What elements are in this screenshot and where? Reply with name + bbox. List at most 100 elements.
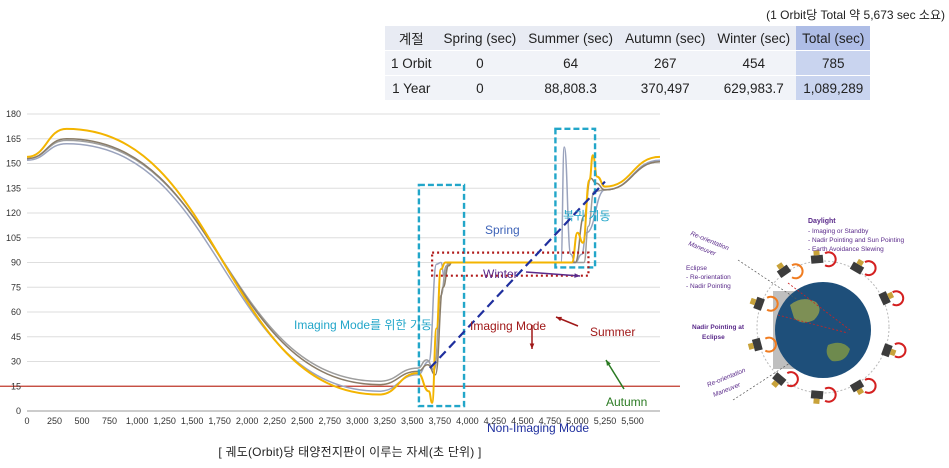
y-tick-label: 180 [6, 109, 21, 119]
x-tick-label: 2,000 [236, 416, 259, 426]
satellite-icon [751, 337, 763, 352]
table-cell: 454 [711, 50, 797, 76]
y-tick-label: 165 [6, 134, 21, 144]
y-tick-label: 135 [6, 183, 21, 193]
daylight-item: - Nadir Pointing and Sun Pointing [808, 237, 905, 244]
solar-panel-icon [889, 348, 897, 357]
solar-panel-icon [886, 291, 895, 300]
earth-icon [775, 282, 871, 378]
winter-arrow-head [574, 273, 580, 278]
x-tick-label: 3,000 [346, 416, 369, 426]
autumn-arrow [605, 359, 625, 390]
x-tick-label: 4,000 [456, 416, 479, 426]
annotation-spring: Spring [485, 223, 520, 237]
orbit-path [756, 260, 890, 394]
satellite-icon [810, 390, 824, 400]
table-row: 1 Year 0 88,808.3 370,497 629,983.7 1,08… [385, 75, 871, 101]
leader-line [732, 362, 791, 401]
solar-panel-icon [856, 258, 865, 267]
series-line [26, 138, 661, 386]
solar-panel-icon [813, 398, 820, 404]
nadir-eclipse-label: Eclipse [702, 334, 725, 341]
table-header-cell: Autumn (sec) [619, 26, 712, 51]
annotation-non-imaging-mode: Non-Imaging Mode [487, 421, 589, 435]
solar-panel-icon [776, 262, 785, 270]
nadir-eclipse-label: Nadir Pointing at [692, 324, 745, 331]
solar-panel-icon [856, 387, 865, 396]
x-tick-label: 4,500 [511, 416, 534, 426]
autumn-arrow-head [606, 360, 611, 366]
solar-panel-icon [747, 342, 755, 350]
x-tick-label: 5,000 [566, 416, 589, 426]
y-tick-label: 105 [6, 233, 21, 243]
orbit-total-note: (1 Orbit당 Total 약 5,673 sec 소요) [766, 8, 945, 22]
table-cell: 629,983.7 [711, 75, 797, 101]
table-header-cell: Summer (sec) [522, 26, 620, 51]
eclipse-item: - Re-orientation [686, 274, 731, 281]
continent-shape [826, 342, 850, 362]
rotation-arrow-icon [894, 342, 907, 359]
solar-panel-icon [749, 297, 757, 306]
attitude-line-chart: 0 15 30 45 60 75 90 105 120 135 150 165 180 0 250 500 75… [0, 109, 680, 435]
leader-line [737, 259, 799, 301]
x-tick-label: 750 [102, 416, 117, 426]
y-tick-label: 30 [11, 357, 21, 367]
x-tick-label: 3,750 [429, 416, 452, 426]
continent-shape [790, 299, 820, 323]
table-cell: 267 [619, 50, 712, 76]
eclipse-item: - Nadir Pointing [686, 283, 731, 290]
grid-layer [27, 113, 660, 412]
x-tick-label: 1,500 [181, 416, 204, 426]
rotation-arrow-icon [864, 377, 877, 394]
orbit-mode-diagram: Daylight - Imaging or Standby - Nadir Po… [686, 218, 907, 404]
series-layer [26, 127, 661, 404]
y-tick-label: 45 [11, 332, 21, 342]
rotation-arrow-icon [786, 371, 799, 388]
annotation-return-maneuver: 복귀 기동 [563, 209, 611, 223]
rotation-arrow-icon [824, 251, 837, 268]
satellite-icon [810, 254, 824, 264]
series-line [26, 127, 661, 404]
season-summary-table: 계절 Spring (sec) Summer (sec) Autumn (sec… [385, 26, 871, 101]
y-tick-label: 90 [11, 258, 21, 268]
summer-arrow-head [556, 316, 562, 322]
annotation-imaging-mode: Imaging Mode [470, 319, 546, 333]
sun-vector-line [787, 282, 851, 331]
solar-panel-icon [771, 380, 780, 388]
table-header-row: 계절 Spring (sec) Summer (sec) Autumn (sec… [385, 26, 871, 51]
table-cell: 0 [437, 50, 523, 76]
x-tick-label: 3,250 [374, 416, 397, 426]
table-header-cell: 계절 [385, 26, 438, 51]
solar-panel-icon [813, 250, 820, 256]
y-tick-label: 60 [11, 307, 21, 317]
table-cell: 0 [437, 75, 523, 101]
x-tick-label: 1,000 [126, 416, 149, 426]
return-maneuver-box [554, 127, 597, 269]
x-tick-label: 3,500 [401, 416, 424, 426]
x-tick-label: 4,250 [484, 416, 507, 426]
x-tick-label: 1,750 [208, 416, 231, 426]
table-header-cell: Winter (sec) [711, 26, 797, 51]
satellite-icon [849, 379, 865, 393]
satellite-icon [776, 264, 792, 279]
satellite-icon [772, 372, 787, 387]
satellite-icon [881, 343, 893, 358]
annotation-layer: Spring 복귀 기동 Winter Summer Autumn Imaging Mod… [294, 127, 647, 435]
y-tick-label: 15 [11, 381, 21, 391]
table-cell: 1,089,289 [796, 75, 871, 101]
satellite-group [747, 250, 907, 404]
table-row: 1 Orbit 0 64 267 454 785 [385, 50, 871, 76]
annotation-autumn: Autumn [606, 395, 647, 409]
sun-vector-line [777, 314, 849, 334]
rotation-arrow-icon [766, 295, 779, 312]
table-cell: 370,497 [619, 75, 712, 101]
rotation-arrow-icon [764, 336, 777, 353]
x-tick-label: 5,500 [621, 416, 644, 426]
non-imaging-mode-line [429, 180, 606, 369]
table-cell: 88,808.3 [522, 75, 620, 101]
table-cell: 64 [522, 50, 620, 76]
rotation-arrow-icon [864, 260, 877, 277]
y-tick-label: 120 [6, 208, 21, 218]
imaging-maneuver-box [417, 183, 466, 408]
x-tick-label: 4,750 [539, 416, 562, 426]
